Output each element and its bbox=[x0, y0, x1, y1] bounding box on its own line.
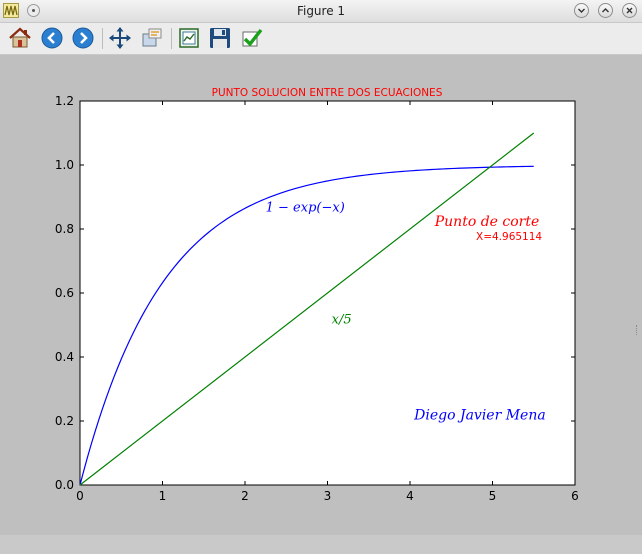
y-tick-label: 1.2 bbox=[55, 94, 74, 108]
x-tick-label: 0 bbox=[76, 489, 84, 503]
checkmark-icon bbox=[242, 28, 263, 47]
maximize-button[interactable] bbox=[598, 3, 613, 18]
figure-canvas[interactable]: PUNTO SOLUCION ENTRE DOS ECUACIONES 0 1 2 3… bbox=[0, 55, 642, 535]
save-button[interactable] bbox=[208, 26, 232, 50]
x-tick-label: 6 bbox=[571, 489, 579, 503]
chart-title: PUNTO SOLUCION ENTRE DOS ECUACIONES bbox=[212, 87, 443, 99]
navigation-toolbar bbox=[0, 23, 642, 55]
resize-grip[interactable] bbox=[636, 325, 641, 335]
annotation-1: x/5 bbox=[332, 312, 352, 327]
window-menu-button[interactable] bbox=[27, 4, 40, 17]
x-tick-label: 5 bbox=[489, 489, 497, 503]
series-line-1 bbox=[79, 132, 535, 486]
annotation-2: Punto de corte bbox=[434, 214, 540, 230]
y-tick-label: 0.0 bbox=[55, 478, 74, 492]
x-tick-label: 4 bbox=[406, 489, 414, 503]
zoom-rect-icon bbox=[142, 28, 162, 47]
arrow-right-icon bbox=[72, 27, 94, 49]
annotation-0: 1 − exp(−x) bbox=[266, 200, 345, 215]
pan-button[interactable] bbox=[108, 26, 132, 50]
y-tick-label: 0.6 bbox=[55, 286, 74, 300]
window-title: Figure 1 bbox=[296, 4, 346, 18]
close-icon bbox=[626, 7, 633, 14]
chevron-down-icon bbox=[578, 8, 585, 13]
toolbar-separator bbox=[102, 28, 103, 49]
app-icon bbox=[3, 3, 19, 18]
subplots-icon bbox=[179, 28, 199, 48]
status-bar bbox=[0, 535, 642, 554]
series-line-0 bbox=[79, 165, 534, 486]
floppy-icon bbox=[210, 28, 230, 48]
window-titlebar: Figure 1 bbox=[0, 0, 642, 23]
back-button[interactable] bbox=[40, 26, 64, 50]
close-button[interactable] bbox=[622, 3, 637, 18]
forward-button[interactable] bbox=[71, 26, 95, 50]
annotation-4: Diego Javier Mena bbox=[413, 407, 546, 423]
x-tick-label: 2 bbox=[241, 489, 249, 503]
y-tick-label: 1.0 bbox=[55, 158, 74, 172]
y-tick-label: 0.8 bbox=[55, 222, 74, 236]
line-chart: PUNTO SOLUCION ENTRE DOS ECUACIONES 0 1 2 3… bbox=[55, 87, 579, 503]
home-icon bbox=[9, 27, 31, 48]
move-icon bbox=[109, 27, 131, 49]
toolbar-separator bbox=[171, 28, 172, 49]
y-tick-label: 0.2 bbox=[55, 414, 74, 428]
minimize-button[interactable] bbox=[574, 3, 589, 18]
x-tick-label: 1 bbox=[159, 489, 167, 503]
x-tick-label: 3 bbox=[324, 489, 332, 503]
annotation-3: X=4.965114 bbox=[476, 231, 542, 243]
arrow-left-icon bbox=[41, 27, 63, 49]
edit-axis-button[interactable] bbox=[240, 26, 264, 50]
zoom-button[interactable] bbox=[140, 26, 164, 50]
y-tick-label: 0.4 bbox=[55, 350, 74, 364]
chevron-up-icon bbox=[602, 8, 609, 13]
home-button[interactable] bbox=[8, 26, 32, 50]
subplots-button[interactable] bbox=[177, 26, 201, 50]
